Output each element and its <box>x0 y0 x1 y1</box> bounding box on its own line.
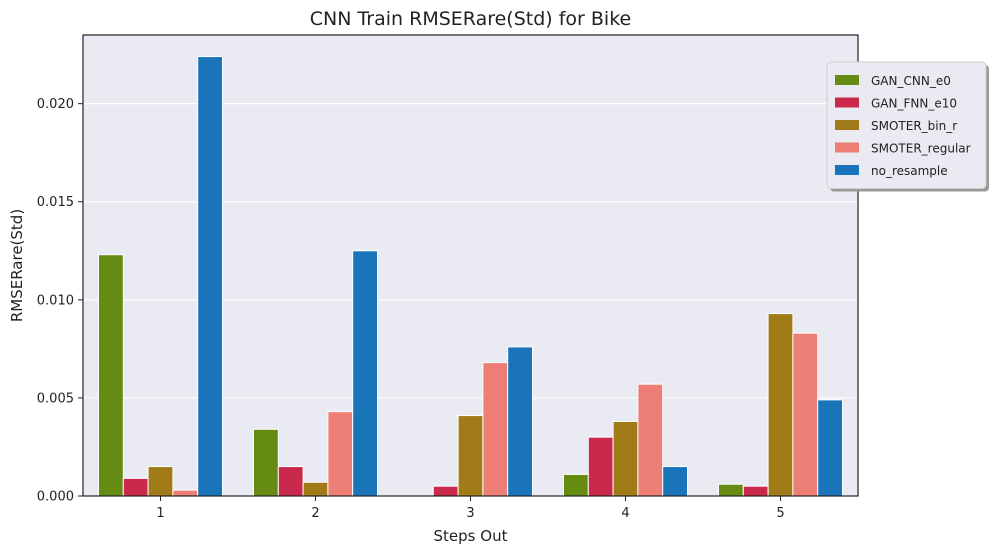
legend-swatch <box>835 97 859 108</box>
bar-GAN_FNN_e10-2 <box>277 466 304 497</box>
bars <box>98 56 844 497</box>
legend-swatch <box>835 120 859 130</box>
y-axis-ticks: 0.000 0.005 0.010 0.015 0.020 <box>37 97 83 505</box>
bar-SMOTER_bin_r-4 <box>612 420 639 497</box>
y-tick-label: 0.005 <box>37 391 74 406</box>
bar-GAN_CNN_e0-4 <box>563 473 589 497</box>
y-tick-label: 0.010 <box>37 293 74 308</box>
bar-SMOTER_bin_r-5 <box>767 313 794 497</box>
legend-swatch <box>835 165 859 175</box>
legend-label: SMOTER_regular <box>871 142 971 156</box>
x-axis-title: Steps Out <box>434 527 508 545</box>
legend-swatch <box>835 142 859 153</box>
bar-SMOTER_regular-5 <box>792 332 819 497</box>
legend-label: GAN_FNN_e10 <box>871 97 957 111</box>
y-axis-title: RMSERare(Std) <box>8 209 26 322</box>
legend-box <box>826 61 987 189</box>
x-tick-label: 2 <box>311 506 319 521</box>
x-tick-label: 4 <box>621 506 629 521</box>
x-axis-ticks: 1 2 3 4 5 <box>156 496 785 521</box>
bar-SMOTER_regular-4 <box>637 383 664 497</box>
bar-GAN_FNN_e10-5 <box>742 485 769 497</box>
legend: GAN_CNN_e0 GAN_FNN_e10 SMOTER_bin_r SMOTER_… <box>826 61 989 192</box>
y-tick-label: 0.015 <box>37 195 74 210</box>
bar-GAN_FNN_e10-1 <box>122 477 149 497</box>
bar-no_resample-1 <box>197 56 223 497</box>
y-tick-label: 0.020 <box>37 97 74 112</box>
y-tick-label: 0.000 <box>37 490 74 505</box>
bar-GAN_CNN_e0-1 <box>98 254 124 497</box>
chart-title: CNN Train RMSERare(Std) for Bike <box>310 8 631 30</box>
bar-SMOTER_bin_r-1 <box>147 466 174 497</box>
bar-SMOTER_bin_r-2 <box>302 481 329 497</box>
bar-no_resample-5 <box>817 399 844 497</box>
x-tick-label: 3 <box>466 506 474 521</box>
x-tick-label: 5 <box>776 506 784 521</box>
bar-SMOTER_regular-1 <box>172 489 199 497</box>
bar-GAN_FNN_e10-3 <box>432 485 459 497</box>
legend-swatch <box>835 75 859 85</box>
bar-SMOTER_regular-2 <box>327 411 354 497</box>
bar-no_resample-2 <box>352 250 379 497</box>
bar-GAN_CNN_e0-2 <box>253 428 279 497</box>
x-tick-label: 1 <box>156 506 164 521</box>
legend-label: no_resample <box>871 164 948 178</box>
legend-label: GAN_CNN_e0 <box>871 74 951 88</box>
bar-no_resample-3 <box>507 346 534 497</box>
bar-GAN_CNN_e0-5 <box>718 483 744 497</box>
bar-SMOTER_bin_r-3 <box>457 415 484 497</box>
legend-label: SMOTER_bin_r <box>871 119 957 133</box>
bar-no_resample-4 <box>662 466 689 497</box>
bar-SMOTER_regular-3 <box>482 362 509 497</box>
bar-GAN_FNN_e10-4 <box>587 436 614 497</box>
